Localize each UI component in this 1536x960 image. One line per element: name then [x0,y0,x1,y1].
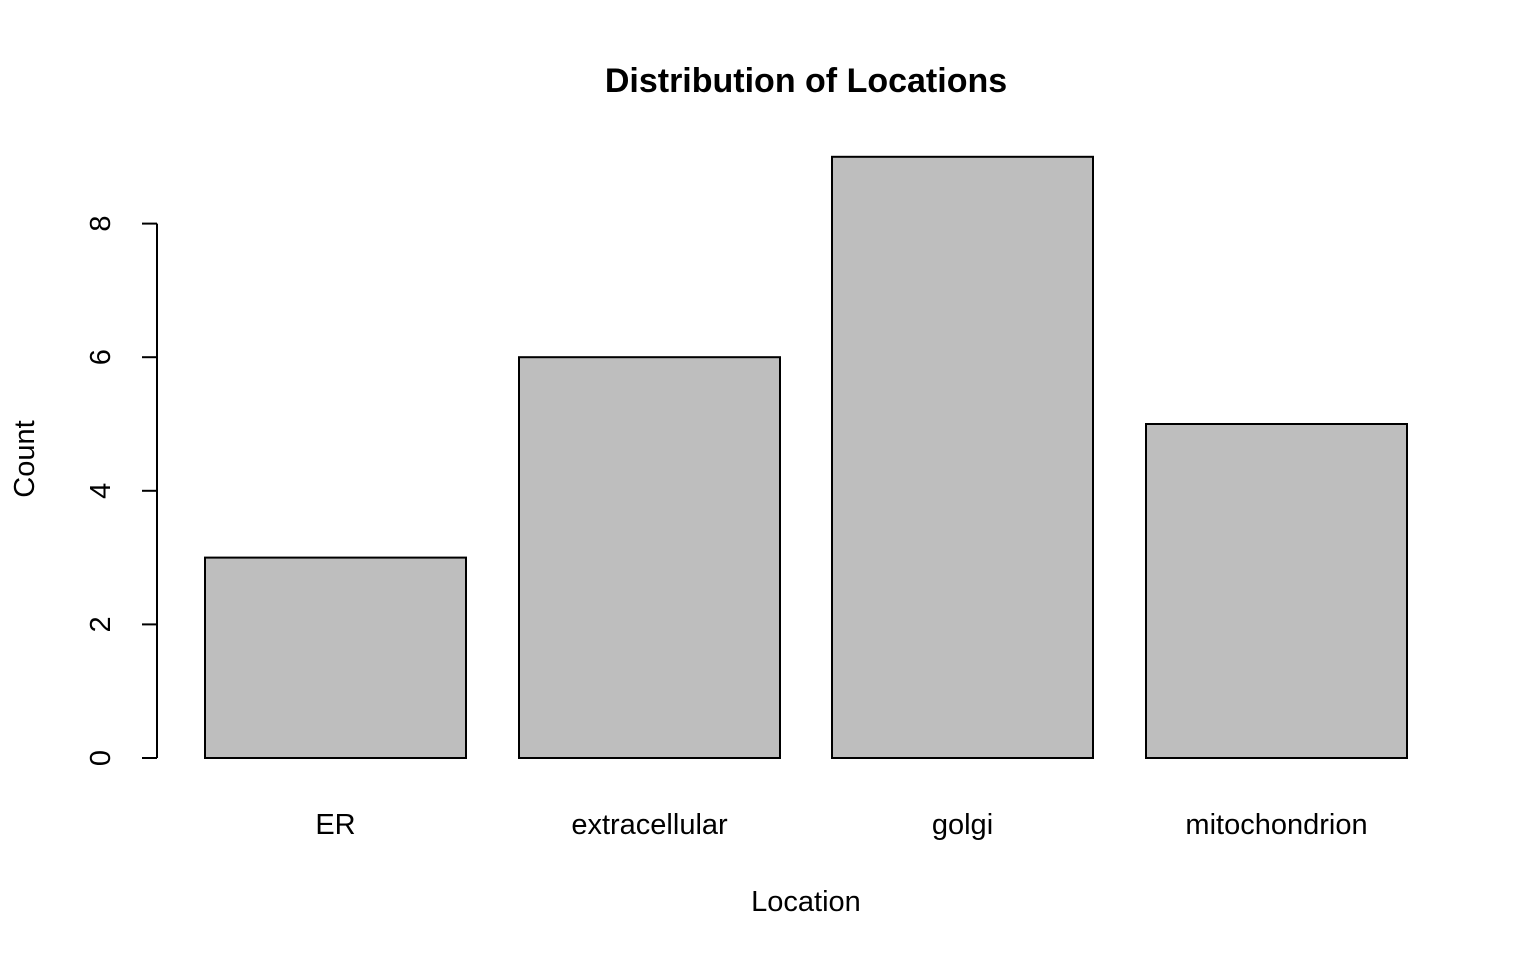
chart-title: Distribution of Locations [605,62,1007,100]
y-tick-label: 6 [85,349,117,365]
y-axis: 0 2 4 6 8 [85,216,158,766]
y-tick-label: 0 [85,750,117,766]
y-tick-label: 4 [85,483,117,499]
y-tick-label: 2 [85,616,117,632]
x-tick-label: golgi [932,809,993,841]
x-tick-label: mitochondrion [1185,809,1367,841]
x-axis-label: Location [751,886,861,918]
bars-group [204,155,1408,760]
x-tick-labels: ER extracellular golgi mitochondrion [315,809,1367,841]
x-tick-label: ER [315,809,355,841]
y-axis-label: Count [9,420,41,497]
bar-mitochondrion [1145,423,1408,759]
bar-extracellular [518,356,781,759]
bar-er [204,556,467,759]
bar-golgi [831,155,1094,760]
x-tick-label: extracellular [571,809,728,841]
y-tick-label: 8 [85,216,117,232]
